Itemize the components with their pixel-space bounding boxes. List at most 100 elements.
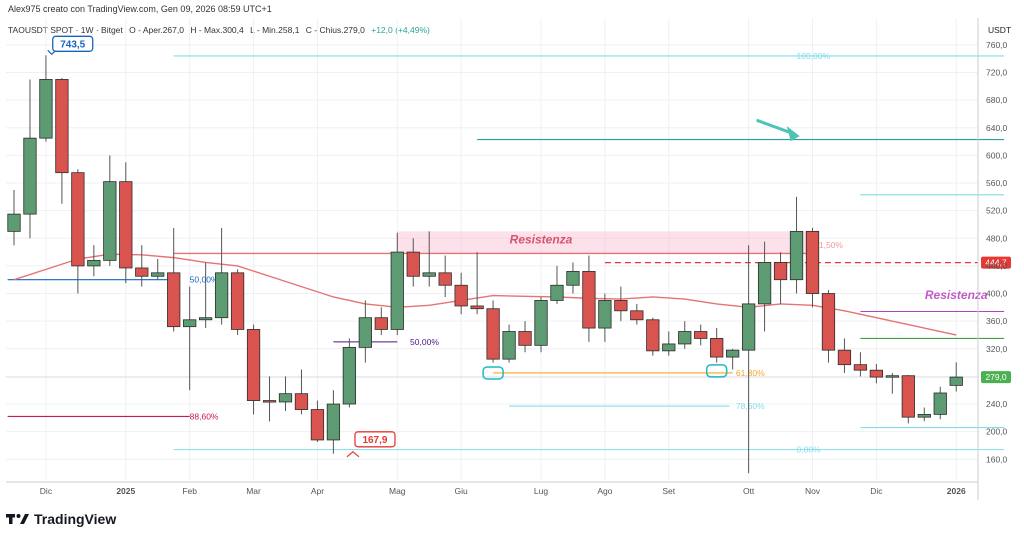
candle-bullish[interactable] xyxy=(566,271,580,286)
candle-bullish[interactable] xyxy=(326,403,341,441)
level-label: 50,00% xyxy=(410,337,439,347)
close-value: C - Chius.279,0 xyxy=(305,25,365,35)
time-tick-label: Mar xyxy=(246,486,261,496)
price-tick-label: 440,0 xyxy=(986,261,1008,271)
candle-bearish[interactable] xyxy=(470,305,484,310)
candle-bullish[interactable] xyxy=(199,317,213,321)
candle-bearish[interactable] xyxy=(135,267,149,277)
time-tick-label: Ott xyxy=(743,486,755,496)
level-label: 50,00% xyxy=(190,275,219,285)
candle-bullish[interactable] xyxy=(7,213,21,232)
candle-bearish[interactable] xyxy=(869,369,884,378)
candle-bullish[interactable] xyxy=(757,262,772,305)
level-label: 88,60% xyxy=(190,411,219,421)
candle-bullish[interactable] xyxy=(23,137,37,215)
axis-layer: 160,0200,0240,0280,0320,0360,0400,0440,0… xyxy=(6,18,1011,500)
candle-bullish[interactable] xyxy=(390,251,404,330)
tradingview-logo-text: TradingView xyxy=(34,511,117,527)
price-tick-label: 760,0 xyxy=(986,40,1008,50)
price-tick-label: 680,0 xyxy=(986,95,1008,105)
candle-bearish[interactable] xyxy=(310,409,325,441)
chart-byline: Alex975 creato con TradingView.com, Gen … xyxy=(8,4,272,14)
candle-bullish[interactable] xyxy=(789,230,804,281)
low-callout-pointer xyxy=(346,451,360,458)
candle-bullish[interactable] xyxy=(933,392,947,415)
candle-bullish[interactable] xyxy=(214,272,229,319)
candle-bullish[interactable] xyxy=(662,343,676,352)
trend-arrow-head xyxy=(786,126,800,142)
candle-bullish[interactable] xyxy=(183,319,197,328)
candle-bullish[interactable] xyxy=(342,346,356,405)
candle-bearish[interactable] xyxy=(71,172,85,267)
candle-bearish[interactable] xyxy=(837,349,852,366)
candle-bullish[interactable] xyxy=(598,300,612,329)
time-tick-label: Lug xyxy=(534,486,548,496)
candle-bearish[interactable] xyxy=(167,272,181,328)
symbol-name[interactable]: TAOUSDT SPOT · 1W · Bitget xyxy=(8,25,123,35)
price-tick-label: 400,0 xyxy=(986,289,1008,299)
candle-bullish[interactable] xyxy=(278,393,293,403)
candle-bearish[interactable] xyxy=(646,319,660,352)
candle-bearish[interactable] xyxy=(518,331,532,346)
time-tick-label: Nov xyxy=(805,486,821,496)
candle-bullish[interactable] xyxy=(502,331,516,360)
candle-bearish[interactable] xyxy=(246,329,261,401)
low-callout-text: 167,9 xyxy=(362,435,387,446)
candle-bearish[interactable] xyxy=(454,284,468,307)
candle-bearish[interactable] xyxy=(710,338,724,358)
price-tick-label: 600,0 xyxy=(986,150,1008,160)
candle-bullish[interactable] xyxy=(917,413,931,418)
candle-bearish[interactable] xyxy=(406,251,420,277)
candle-bearish[interactable] xyxy=(901,375,915,418)
candle-bearish[interactable] xyxy=(294,393,309,410)
candle-bearish[interactable] xyxy=(486,308,500,360)
tradingview-logo-icon xyxy=(6,514,29,524)
levels-layer: 100,00% 50,00% 50,00% 61,80% 78,60% 88,60% 0,0… xyxy=(6,51,1011,455)
candles-layer[interactable] xyxy=(7,55,963,474)
candle-bearish[interactable] xyxy=(773,262,788,281)
candle-bullish[interactable] xyxy=(151,272,165,277)
candle-bullish[interactable] xyxy=(422,272,436,277)
price-tick-label: 560,0 xyxy=(986,178,1008,188)
candle-bullish[interactable] xyxy=(949,376,963,386)
candle-bearish[interactable] xyxy=(438,272,452,286)
time-tick-label: 2025 xyxy=(116,486,135,496)
candle-bearish[interactable] xyxy=(853,364,868,371)
low-callout-box xyxy=(354,431,396,448)
level-label: 100,00% xyxy=(797,51,831,61)
candle-bullish[interactable] xyxy=(39,79,53,139)
candle-bearish[interactable] xyxy=(630,310,644,321)
candle-bullish[interactable] xyxy=(358,317,372,348)
candle-bearish[interactable] xyxy=(821,293,836,351)
candle-bullish[interactable] xyxy=(534,300,548,346)
candle-bearish[interactable] xyxy=(614,300,628,312)
price-tick-label: 200,0 xyxy=(986,427,1008,437)
candle-bullish[interactable] xyxy=(678,331,692,345)
candle-bearish[interactable] xyxy=(119,181,133,269)
candle-bearish[interactable] xyxy=(694,331,708,339)
candle-bullish[interactable] xyxy=(885,375,899,378)
candle-bullish[interactable] xyxy=(87,259,101,267)
price-tick-label: 360,0 xyxy=(986,316,1008,326)
faint-annotation: 1,50% xyxy=(819,240,844,250)
candle-bullish[interactable] xyxy=(550,284,564,301)
time-tick-label: Ago xyxy=(597,486,612,496)
time-tick-label: Set xyxy=(662,486,675,496)
candle-bearish[interactable] xyxy=(230,272,245,330)
candle-bearish[interactable] xyxy=(582,271,596,329)
candle-bearish[interactable] xyxy=(55,79,69,174)
candle-bullish[interactable] xyxy=(103,181,117,261)
candle-bearish[interactable] xyxy=(805,230,820,294)
price-tick-label: 320,0 xyxy=(986,344,1008,354)
high-callout-text: 743,5 xyxy=(60,39,85,50)
candle-bullish[interactable] xyxy=(741,303,756,351)
candle-bearish[interactable] xyxy=(262,400,277,403)
price-tick-label: 720,0 xyxy=(986,68,1008,78)
candle-bullish[interactable] xyxy=(726,349,740,358)
low-value: L - Min.258,1 xyxy=(250,25,300,35)
tradingview-logo[interactable]: TradingView xyxy=(6,511,116,527)
candle-bearish[interactable] xyxy=(374,317,388,330)
grid xyxy=(6,18,978,480)
